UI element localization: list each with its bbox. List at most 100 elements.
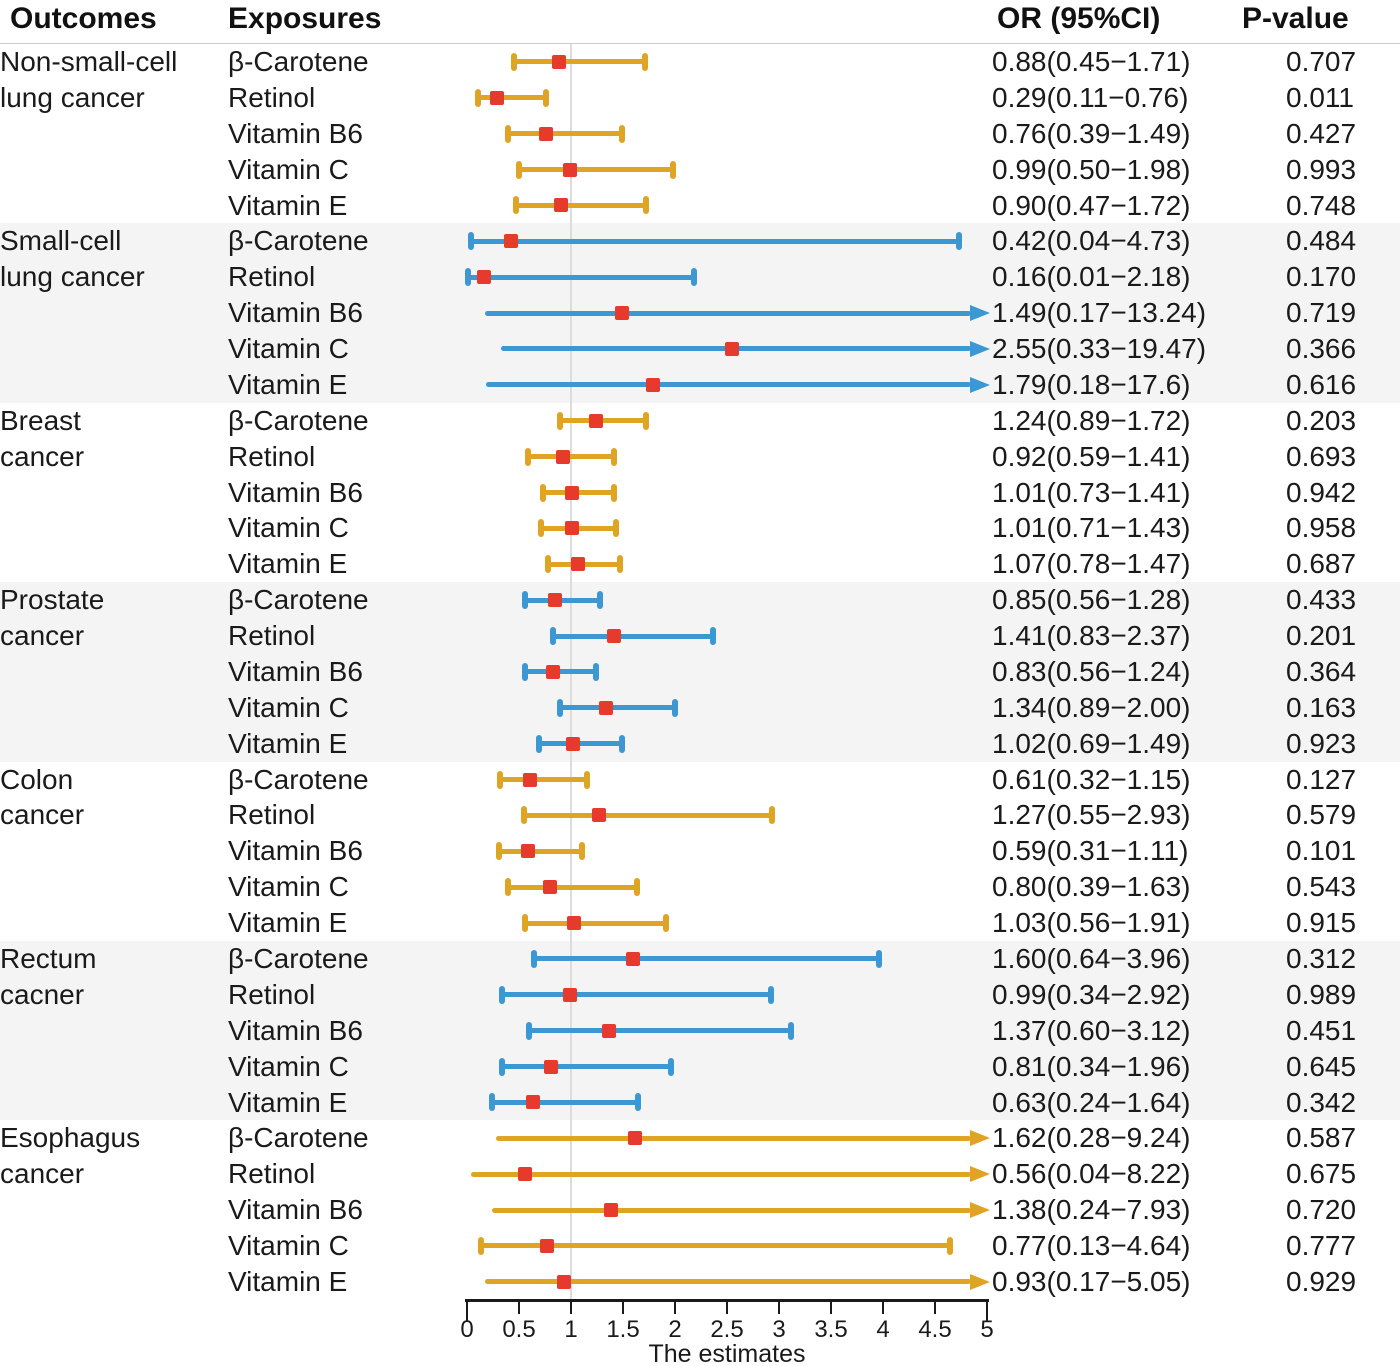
p-value: 0.451 bbox=[1286, 1014, 1357, 1046]
ci-line bbox=[471, 1171, 971, 1177]
x-axis-tick bbox=[518, 1301, 520, 1314]
p-value: 0.201 bbox=[1286, 620, 1357, 652]
ci-cap-high bbox=[642, 411, 649, 430]
outcome-label-non-small-cell-lung-cancer: Non-small-cell lung cancer bbox=[0, 44, 177, 116]
outcome-label-line: Breast bbox=[0, 404, 81, 436]
or-point-marker bbox=[628, 1131, 643, 1146]
exposure-label: Vitamin C bbox=[228, 512, 349, 544]
or-point-marker bbox=[626, 951, 641, 966]
or-point-marker bbox=[544, 1059, 559, 1074]
column-header-outcomes: Outcomes bbox=[10, 2, 157, 35]
exposure-label: Vitamin E bbox=[228, 548, 348, 580]
x-axis-tick-label: 1 bbox=[564, 1316, 578, 1343]
p-value: 0.720 bbox=[1286, 1194, 1357, 1226]
ci-cap-low bbox=[468, 232, 475, 251]
p-value: 0.342 bbox=[1286, 1086, 1357, 1118]
exposure-label: Retinol bbox=[228, 978, 316, 1010]
ci-cap-high bbox=[767, 985, 774, 1004]
group-band-non-small-cell-lung-cancer bbox=[0, 44, 1400, 224]
or-ci-value: 1.62(0.28−9.24) bbox=[992, 1122, 1191, 1154]
x-axis-tick-label: 4.5 bbox=[918, 1316, 952, 1343]
p-value: 0.127 bbox=[1286, 763, 1357, 795]
or-point-marker bbox=[725, 341, 740, 356]
ci-cap-low bbox=[475, 88, 482, 107]
ci-cap-low bbox=[522, 662, 529, 681]
ci-line bbox=[525, 669, 596, 675]
ci-line bbox=[524, 812, 772, 818]
or-point-marker bbox=[562, 162, 577, 177]
column-header-exposures: Exposures bbox=[228, 2, 382, 35]
or-ci-value: 1.60(0.64−3.96) bbox=[992, 943, 1191, 974]
or-point-marker bbox=[566, 736, 581, 751]
ci-line bbox=[491, 1099, 638, 1105]
or-ci-value: 1.34(0.89−2.00) bbox=[992, 691, 1191, 723]
arrow-right-icon bbox=[970, 1130, 990, 1147]
p-value: 0.958 bbox=[1286, 512, 1357, 544]
ci-line bbox=[484, 1279, 971, 1285]
ci-line bbox=[484, 310, 971, 316]
or-point-marker bbox=[606, 629, 621, 644]
x-axis-line bbox=[465, 1299, 989, 1302]
ci-line bbox=[471, 238, 959, 244]
p-value: 0.616 bbox=[1286, 368, 1357, 400]
ci-cap-low bbox=[537, 519, 544, 538]
or-ci-value: 0.93(0.17−5.05) bbox=[992, 1265, 1191, 1297]
x-axis-tick bbox=[986, 1301, 988, 1321]
p-value: 0.993 bbox=[1286, 153, 1357, 185]
p-value: 0.929 bbox=[1286, 1265, 1357, 1297]
or-ci-value: 1.07(0.78−1.47) bbox=[992, 548, 1191, 580]
ci-cap-low bbox=[512, 196, 519, 215]
or-ci-value: 1.03(0.56−1.91) bbox=[992, 907, 1191, 939]
or-ci-value: 1.01(0.71−1.43) bbox=[992, 512, 1191, 544]
exposure-label: β-Carotene bbox=[228, 46, 369, 77]
exposure-label: Retinol bbox=[228, 620, 316, 652]
exposure-label: Vitamin E bbox=[228, 1265, 348, 1297]
exposure-label: Vitamin B6 bbox=[228, 1014, 363, 1046]
p-value: 0.170 bbox=[1286, 261, 1357, 293]
ci-line bbox=[500, 777, 587, 783]
or-point-marker bbox=[567, 916, 582, 931]
ci-cap-low bbox=[499, 985, 506, 1004]
ci-cap-low bbox=[545, 555, 552, 574]
ci-cap-low bbox=[550, 627, 557, 646]
ci-line bbox=[496, 1135, 971, 1141]
or-ci-value: 1.49(0.17−13.24) bbox=[992, 297, 1207, 329]
or-point-marker bbox=[546, 664, 561, 679]
column-header-p-value: P-value bbox=[1242, 2, 1349, 35]
or-ci-value: 0.42(0.04−4.73) bbox=[992, 225, 1191, 257]
ci-cap-high bbox=[616, 555, 623, 574]
or-point-marker bbox=[565, 521, 580, 536]
x-axis-tick bbox=[466, 1301, 468, 1321]
ci-cap-low bbox=[521, 806, 528, 825]
x-axis-tick-label: 3.5 bbox=[814, 1316, 848, 1343]
ci-line bbox=[513, 59, 645, 65]
ci-cap-low bbox=[488, 1093, 495, 1112]
group-band-colon-cancer bbox=[0, 761, 1400, 941]
x-axis-tick-label: 0 bbox=[460, 1316, 474, 1343]
ci-cap-low bbox=[530, 949, 537, 968]
or-ci-value: 0.59(0.31−1.11) bbox=[992, 835, 1189, 867]
p-value: 0.645 bbox=[1286, 1050, 1357, 1082]
ci-cap-high bbox=[788, 1021, 795, 1040]
x-axis-tick bbox=[674, 1301, 676, 1314]
or-point-marker bbox=[540, 1238, 555, 1253]
or-point-marker bbox=[646, 377, 661, 392]
ci-cap-low bbox=[510, 52, 517, 71]
or-point-marker bbox=[523, 772, 538, 787]
or-point-marker bbox=[476, 270, 491, 285]
outcome-label-small-cell-lung-cancer: Small-cell lung cancer bbox=[0, 223, 145, 295]
ci-line bbox=[525, 597, 601, 603]
or-ci-value: 0.85(0.56−1.28) bbox=[992, 584, 1191, 616]
or-point-marker bbox=[588, 413, 603, 428]
or-point-marker bbox=[614, 306, 629, 321]
or-point-marker bbox=[503, 234, 518, 249]
x-axis-tick bbox=[830, 1301, 832, 1314]
p-value: 0.675 bbox=[1286, 1158, 1357, 1190]
ci-cap-high bbox=[710, 627, 717, 646]
ci-cap-high bbox=[634, 1093, 641, 1112]
ci-cap-low bbox=[497, 770, 504, 789]
outcome-label-line: cancer bbox=[0, 799, 85, 831]
or-point-marker bbox=[525, 1095, 540, 1110]
p-value: 0.433 bbox=[1286, 584, 1357, 616]
exposure-label: β-Carotene bbox=[228, 404, 369, 436]
